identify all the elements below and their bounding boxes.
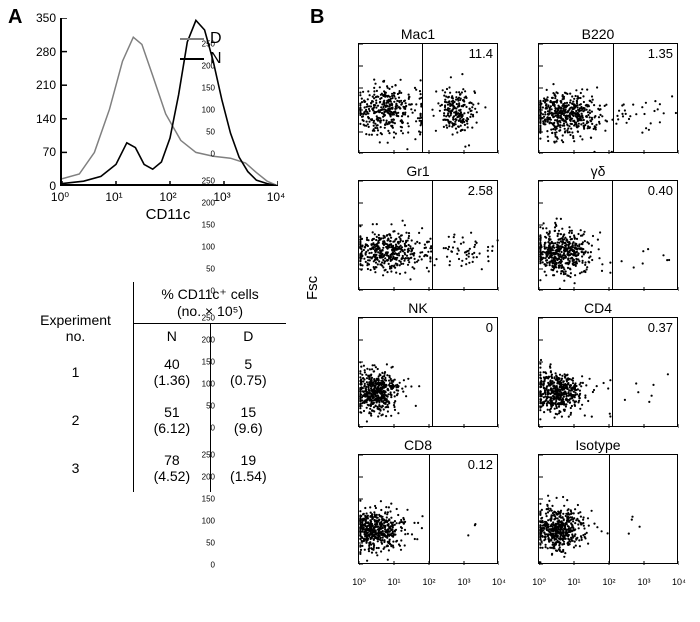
scatter-gr1: Gr12.58050100150200250: [338, 163, 498, 290]
histogram-y-ticks: 070140210280350: [26, 14, 58, 186]
scatter-mac1: Mac111.4050100150200250: [338, 26, 498, 153]
fsc-axis-label: Fsc: [304, 276, 321, 300]
panel-a-label: A: [8, 6, 22, 29]
table-row: 1 40(1.36) 5(0.75): [18, 348, 286, 396]
panel-b-label: B: [310, 6, 324, 29]
scatter-nk: NK0050100150200250: [338, 300, 498, 427]
table-exp-header: Experiment no.: [18, 282, 134, 348]
scatter-cd8: CD80.1205010015020025010⁰10¹10²10³10⁴: [338, 437, 498, 564]
histogram-x-label: CD11c: [60, 206, 276, 223]
cd11c-table: Experiment no. % CD11c⁺ cells (no. × 10⁵…: [18, 282, 286, 492]
scatter-γδ: γδ0.40: [518, 163, 678, 290]
scatter-cd4: CD40.37: [518, 300, 678, 427]
cd11c-histogram: [60, 18, 276, 186]
scatter-isotype: Isotype10⁰10¹10²10³10⁴: [518, 437, 678, 564]
scatter-b220: B2201.35: [518, 26, 678, 153]
table-col-d: D: [210, 324, 286, 349]
panel-b-scatter-grid: Mac111.4050100150200250B2201.35Gr12.5805…: [338, 26, 684, 574]
table-row: 2 51(6.12) 15(9.6): [18, 396, 286, 444]
table-row: 3 78(4.52) 19(1.54): [18, 444, 286, 492]
